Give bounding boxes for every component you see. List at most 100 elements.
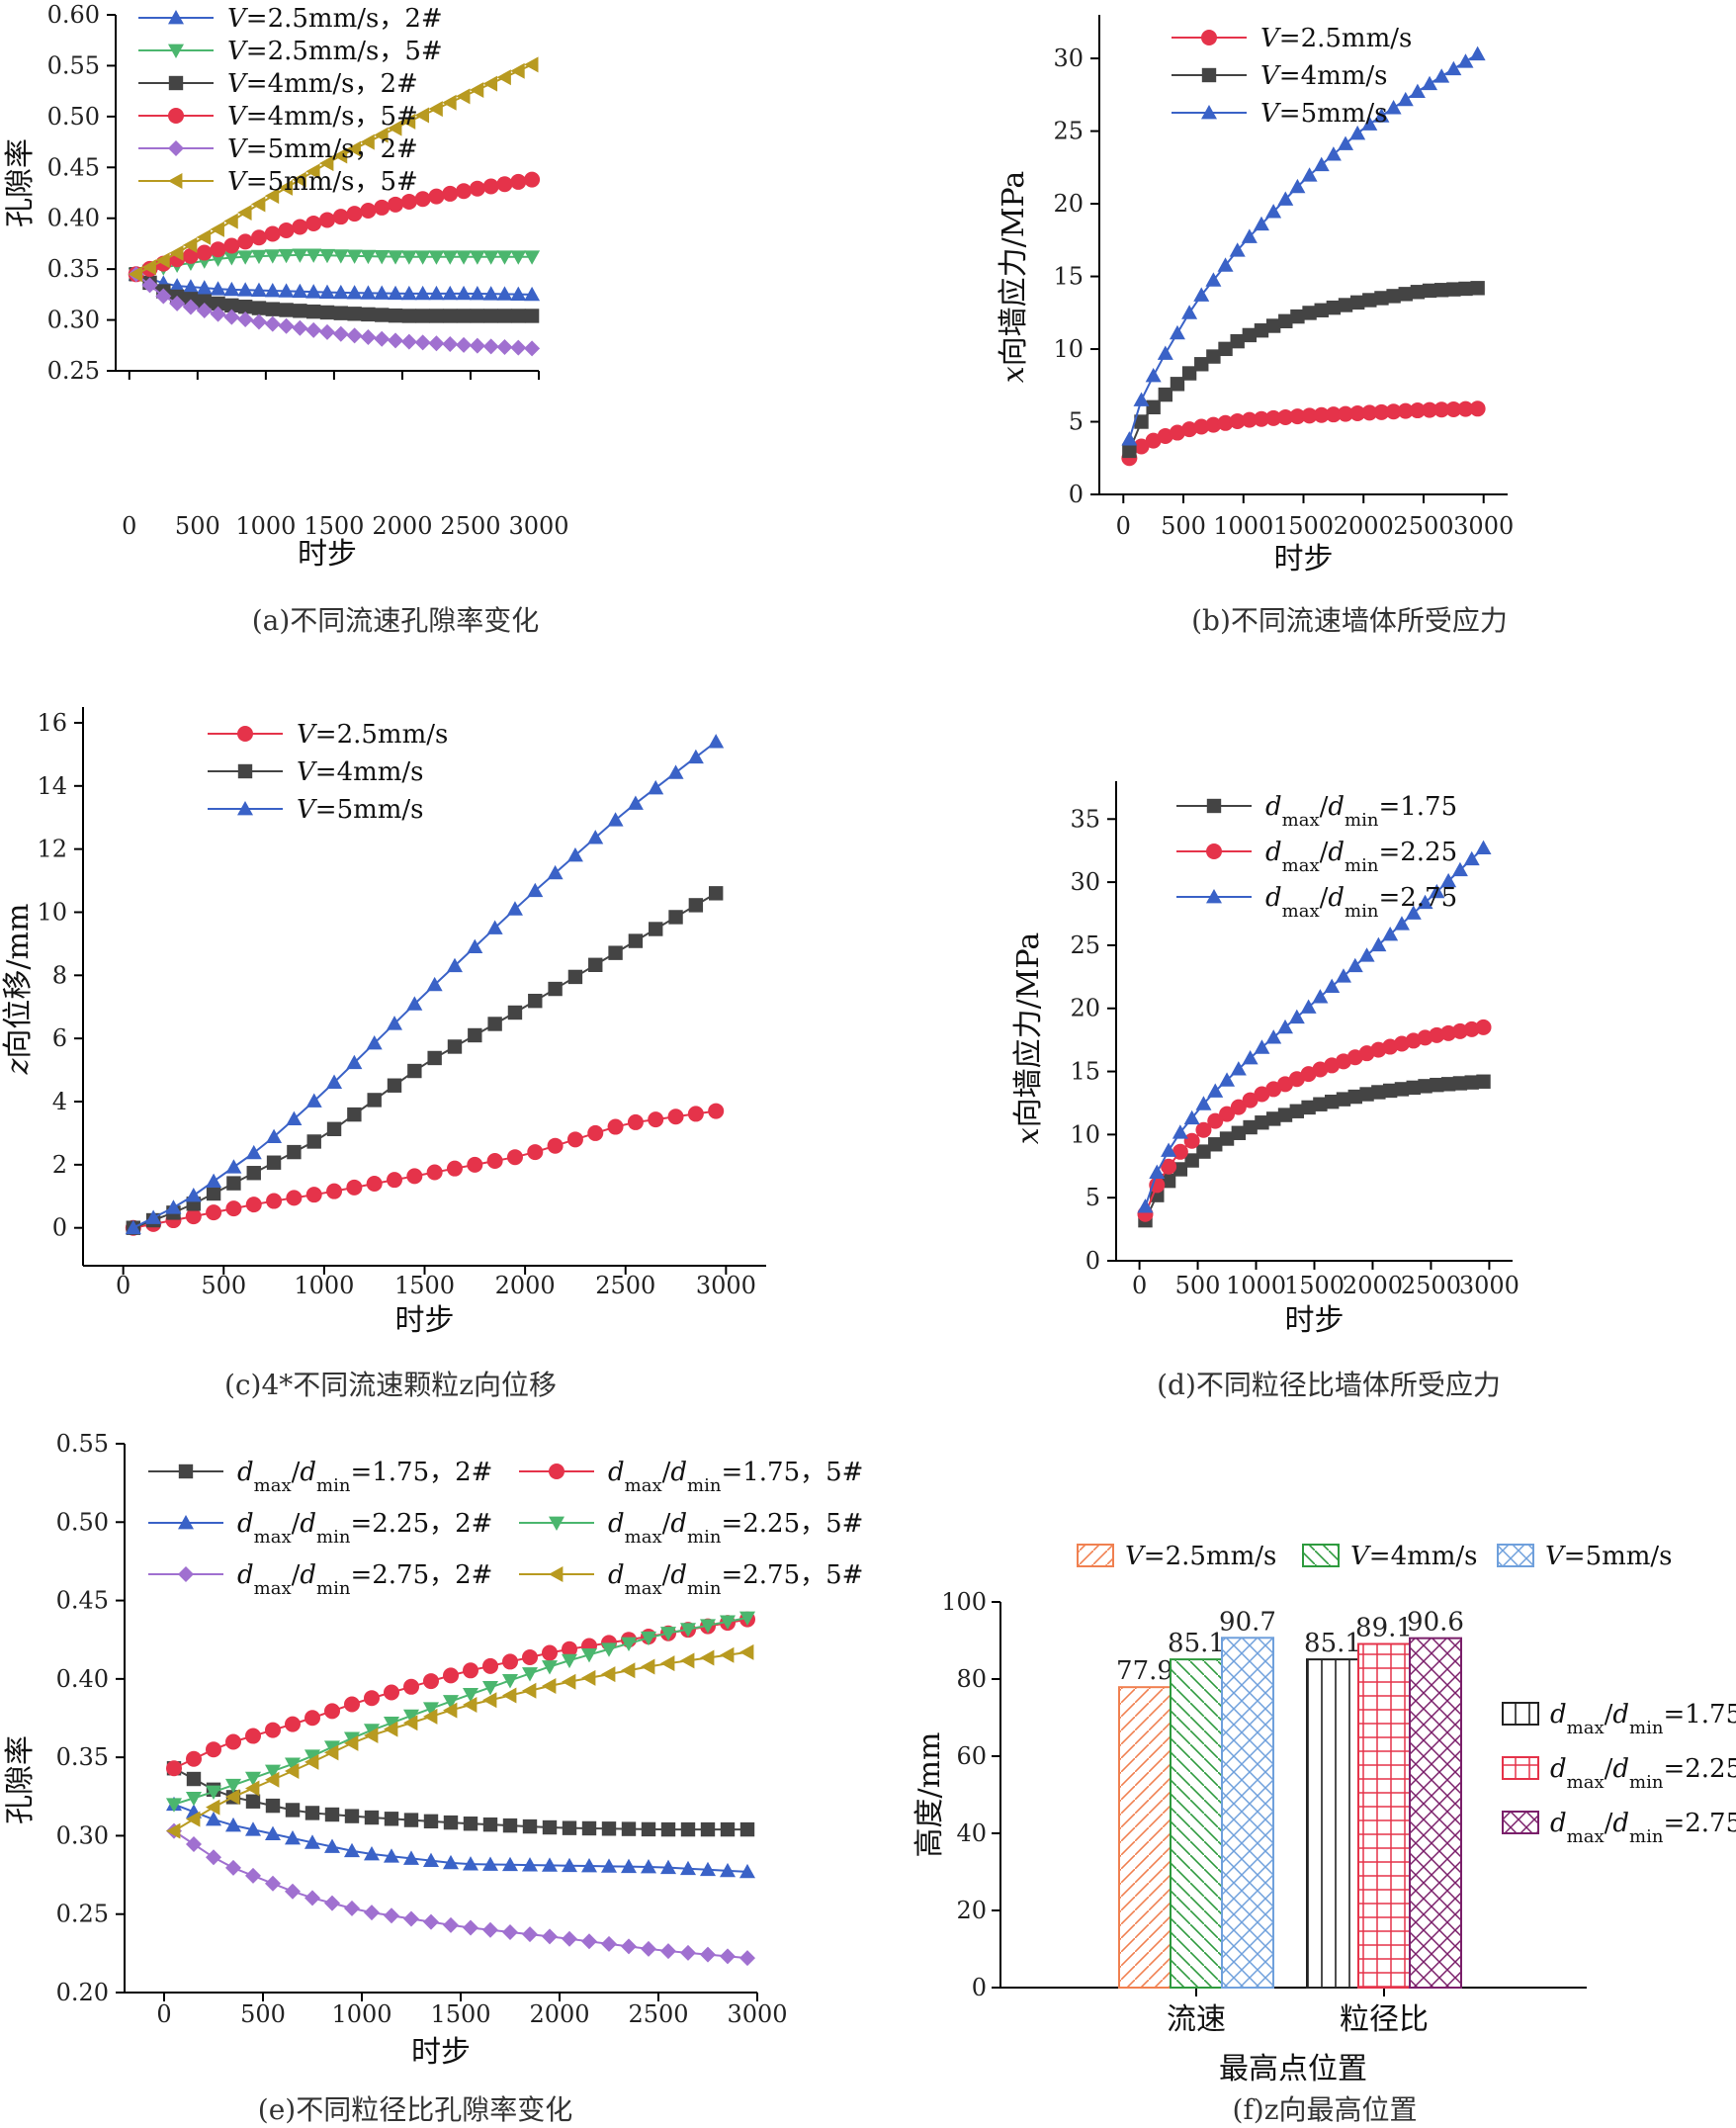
x-tick-label: 0: [122, 512, 136, 540]
x-axis-label: 时步: [1285, 1303, 1345, 1338]
panel-b: 0 500 1000 1500 2000 2500 3000 0 5 10 15 20 25 30 时步 x向…: [997, 15, 1514, 576]
data-point: [627, 1113, 644, 1130]
data-point: [374, 127, 389, 143]
data-point: [196, 228, 212, 245]
data-point: [196, 303, 213, 319]
data-point: [423, 1852, 439, 1868]
data-point: [482, 1692, 497, 1709]
data-point: [667, 764, 684, 779]
data-point: [344, 1696, 360, 1713]
y-tick-label: 0.55: [56, 1430, 109, 1458]
data-point: [601, 1858, 617, 1873]
x-tick-label: 500: [175, 512, 220, 540]
y-tick-label: 0: [1069, 481, 1084, 508]
series-line: [173, 1829, 748, 1960]
legend-label: V=4mm/s，2#: [227, 69, 418, 99]
data-point: [1463, 1020, 1480, 1037]
data-point: [292, 171, 306, 188]
data-point: [245, 1197, 262, 1213]
legend-marker: [168, 173, 183, 189]
data-point: [1230, 1061, 1247, 1076]
data-point: [1218, 341, 1233, 357]
data-point: [265, 1722, 281, 1738]
data-point: [305, 284, 322, 299]
data-point: [522, 1648, 538, 1665]
data-point: [502, 1687, 517, 1704]
data-point: [428, 335, 445, 352]
y-tick-label: 2: [52, 1151, 67, 1179]
data-point: [265, 1771, 280, 1788]
series-5: [128, 266, 541, 357]
data-point: [1429, 1026, 1445, 1043]
legend-marker: [549, 1516, 564, 1531]
data-point: [403, 1678, 419, 1695]
x-tick-label: 3000: [508, 512, 568, 540]
data-point: [245, 1144, 262, 1160]
legend-marker: [1206, 843, 1222, 859]
data-point: [360, 329, 377, 346]
data-point: [264, 315, 281, 332]
data-point: [1169, 324, 1185, 340]
data-point: [401, 309, 417, 323]
data-point: [1133, 392, 1150, 406]
data-point: [1289, 408, 1306, 425]
caption-a: (a)不同流速孔隙率变化: [252, 604, 540, 637]
data-point: [456, 285, 473, 301]
data-point: [562, 1930, 577, 1947]
data-point: [1290, 309, 1305, 324]
data-point: [1475, 1019, 1492, 1035]
data-point: [182, 279, 199, 294]
data-point: [166, 1760, 182, 1777]
data-point: [384, 1812, 399, 1826]
data-point: [346, 249, 363, 264]
data-point: [1361, 404, 1378, 421]
data-point: [443, 1916, 459, 1933]
data-point: [1181, 421, 1198, 438]
data-point: [306, 1134, 321, 1149]
data-point: [1195, 1096, 1212, 1110]
data-point: [225, 1859, 241, 1876]
data-point: [319, 305, 335, 320]
data-point: [1241, 228, 1258, 243]
data-point: [225, 1778, 241, 1794]
data-point: [1385, 100, 1402, 115]
data-point: [287, 1144, 302, 1160]
legend-label: V=5mm/s: [1545, 1542, 1673, 1571]
data-point: [442, 185, 459, 202]
data-point: [332, 147, 348, 164]
data-point: [292, 283, 308, 299]
data-point: [423, 1702, 439, 1717]
data-point: [1206, 349, 1221, 364]
data-point: [1181, 366, 1197, 381]
y-tick-label: 0: [972, 1974, 987, 2001]
data-point: [1146, 399, 1161, 415]
legend: V=2.5mm/s V=4mm/s V=5mm/s dmax/dmin=1.75 dma…: [1077, 1542, 1736, 1847]
data-point: [510, 250, 527, 265]
data-point: [403, 1813, 419, 1827]
data-point: [305, 163, 320, 180]
data-point: [447, 1039, 463, 1054]
y-axis-label: 孔隙率: [3, 1735, 38, 1824]
data-point: [1324, 1094, 1340, 1109]
data-point: [250, 313, 267, 330]
data-point: [708, 1103, 725, 1119]
x-axis-label: 时步: [395, 1303, 455, 1338]
data-point: [182, 299, 199, 315]
data-point: [324, 1895, 340, 1911]
series-2: [1137, 1019, 1492, 1222]
data-point: [1158, 387, 1173, 402]
series-line: [173, 1618, 748, 1770]
data-point: [1451, 1022, 1468, 1039]
data-point: [344, 1900, 360, 1916]
data-point: [486, 920, 503, 934]
data-point: [542, 1677, 557, 1694]
data-point: [182, 247, 199, 264]
series-3: [166, 1822, 755, 1967]
legend-marker: [168, 108, 184, 124]
data-point: [285, 1803, 301, 1818]
data-point: [487, 1017, 502, 1031]
y-tick-label: 20: [956, 1897, 987, 1924]
data-point: [1288, 1009, 1305, 1024]
data-point: [429, 309, 444, 323]
y-tick-label: 25: [1070, 931, 1100, 959]
